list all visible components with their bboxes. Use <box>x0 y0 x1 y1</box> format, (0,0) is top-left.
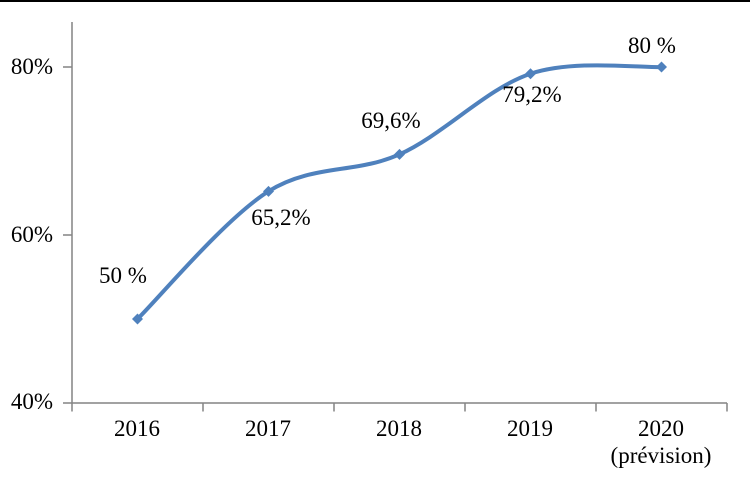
top-border-line <box>0 0 750 2</box>
series-markers <box>132 61 667 325</box>
x-axis-label-2019: 2019 <box>507 416 553 441</box>
y-axis-label-60: 60% <box>10 222 53 247</box>
data-label-2016: 50 % <box>99 263 147 288</box>
x-axis-label-2020: 2020 <box>638 416 684 441</box>
diamond-marker-2020 <box>656 61 667 73</box>
x-axis-label-2018: 2018 <box>376 416 422 441</box>
diamond-marker-2017 <box>263 185 274 197</box>
diamond-marker-2016 <box>132 313 143 325</box>
x-axis-ticks <box>71 403 728 412</box>
data-label-2017: 65,2% <box>251 205 311 230</box>
diamond-marker-2019 <box>525 68 536 80</box>
x-axis-label-2017: 2017 <box>245 416 291 441</box>
data-label-2018: 69,6% <box>361 108 421 133</box>
data-label-2020: 80 % <box>628 33 676 58</box>
diamond-marker-2018 <box>394 148 405 160</box>
x-axis-label-2016: 2016 <box>114 416 160 441</box>
y-axis-label-80: 80% <box>10 54 53 79</box>
y-axis-label-40: 40% <box>10 389 53 414</box>
x-axis-sublabel-prevision: (prévision) <box>610 443 712 468</box>
data-label-2019: 79,2% <box>502 82 562 107</box>
y-axis-ticks <box>63 66 72 404</box>
axes-group <box>63 22 728 412</box>
